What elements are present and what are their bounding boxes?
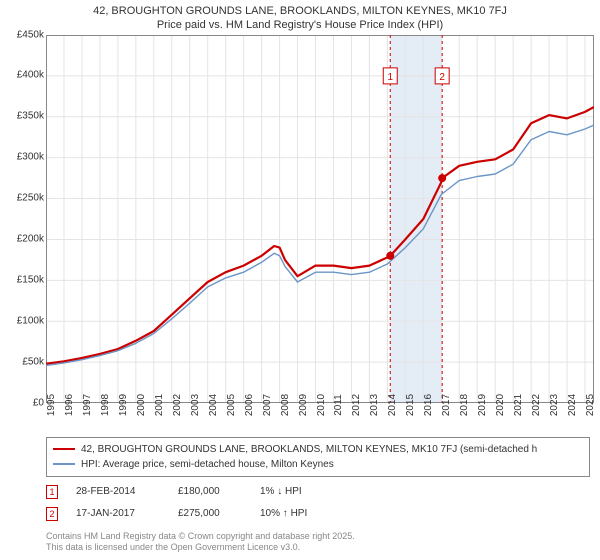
x-tick-label: 2025 (585, 393, 596, 415)
event-row: 2 17-JAN-2017 £275,000 10% ↑ HPI (46, 503, 590, 525)
x-tick-label: 2000 (136, 393, 147, 415)
svg-text:1: 1 (387, 71, 393, 82)
event-date: 28-FEB-2014 (76, 486, 160, 497)
y-tick-label: £400k (17, 70, 44, 81)
x-tick-label: 2001 (154, 393, 165, 415)
legend: 42, BROUGHTON GROUNDS LANE, BROOKLANDS, … (46, 437, 590, 477)
x-tick-label: 2021 (513, 393, 524, 415)
legend-swatch (53, 463, 75, 464)
event-change: 10% ↑ HPI (260, 508, 307, 519)
event-date: 17-JAN-2017 (76, 508, 160, 519)
x-tick-label: 2006 (244, 393, 255, 415)
x-tick-label: 2018 (459, 393, 470, 415)
x-tick-label: 2010 (316, 393, 327, 415)
x-axis-labels: 1995199619971998199920002001200220032004… (46, 403, 594, 431)
svg-text:2: 2 (439, 71, 445, 82)
x-tick-label: 2002 (172, 393, 183, 415)
x-tick-label: 2022 (531, 393, 542, 415)
legend-label: 42, BROUGHTON GROUNDS LANE, BROOKLANDS, … (81, 442, 537, 457)
x-tick-label: 2013 (369, 393, 380, 415)
line-chart: 12 (46, 35, 594, 403)
event-row: 1 28-FEB-2014 £180,000 1% ↓ HPI (46, 481, 590, 503)
x-tick-label: 1998 (100, 393, 111, 415)
x-tick-label: 2014 (387, 393, 398, 415)
x-tick-label: 2024 (567, 393, 578, 415)
x-tick-label: 1997 (82, 393, 93, 415)
y-tick-label: £300k (17, 152, 44, 163)
event-marker: 1 (46, 485, 58, 499)
title-block: 42, BROUGHTON GROUNDS LANE, BROOKLANDS, … (0, 0, 600, 35)
event-change: 1% ↓ HPI (260, 486, 302, 497)
event-price: £180,000 (178, 486, 242, 497)
y-tick-label: £450k (17, 29, 44, 40)
x-tick-label: 2019 (477, 393, 488, 415)
x-tick-label: 2005 (226, 393, 237, 415)
chart-area: 12 £0£50k£100k£150k£200k£250k£300k£350k£… (46, 35, 594, 403)
x-tick-label: 2016 (423, 393, 434, 415)
x-tick-label: 1996 (64, 393, 75, 415)
x-tick-label: 1999 (118, 393, 129, 415)
legend-swatch (53, 448, 75, 450)
x-tick-label: 2023 (549, 393, 560, 415)
event-marker: 2 (46, 507, 58, 521)
x-tick-label: 2012 (351, 393, 362, 415)
x-tick-label: 2011 (333, 394, 344, 416)
y-tick-label: £50k (22, 356, 44, 367)
footer-attribution: Contains HM Land Registry data © Crown c… (46, 531, 590, 554)
y-tick-label: £0 (33, 397, 44, 408)
x-tick-label: 2017 (441, 393, 452, 415)
y-tick-label: £350k (17, 111, 44, 122)
x-tick-label: 1995 (46, 393, 57, 415)
event-price: £275,000 (178, 508, 242, 519)
y-tick-label: £200k (17, 234, 44, 245)
x-tick-label: 2015 (405, 393, 416, 415)
y-tick-label: £100k (17, 315, 44, 326)
legend-item: 42, BROUGHTON GROUNDS LANE, BROOKLANDS, … (53, 442, 583, 457)
y-tick-label: £250k (17, 193, 44, 204)
x-tick-label: 2020 (495, 393, 506, 415)
legend-label: HPI: Average price, semi-detached house,… (81, 457, 334, 472)
x-tick-label: 2004 (208, 393, 219, 415)
legend-item: HPI: Average price, semi-detached house,… (53, 457, 583, 472)
x-tick-label: 2009 (298, 393, 309, 415)
x-tick-label: 2003 (190, 393, 201, 415)
chart-subtitle: Price paid vs. HM Land Registry's House … (8, 18, 592, 32)
chart-title: 42, BROUGHTON GROUNDS LANE, BROOKLANDS, … (8, 4, 592, 18)
footer-line-1: Contains HM Land Registry data © Crown c… (46, 531, 590, 543)
y-tick-label: £150k (17, 274, 44, 285)
events-table: 1 28-FEB-2014 £180,000 1% ↓ HPI 2 17-JAN-2017… (46, 481, 590, 525)
footer-line-2: This data is licensed under the Open Gov… (46, 542, 590, 554)
x-tick-label: 2007 (262, 393, 273, 415)
x-tick-label: 2008 (280, 393, 291, 415)
